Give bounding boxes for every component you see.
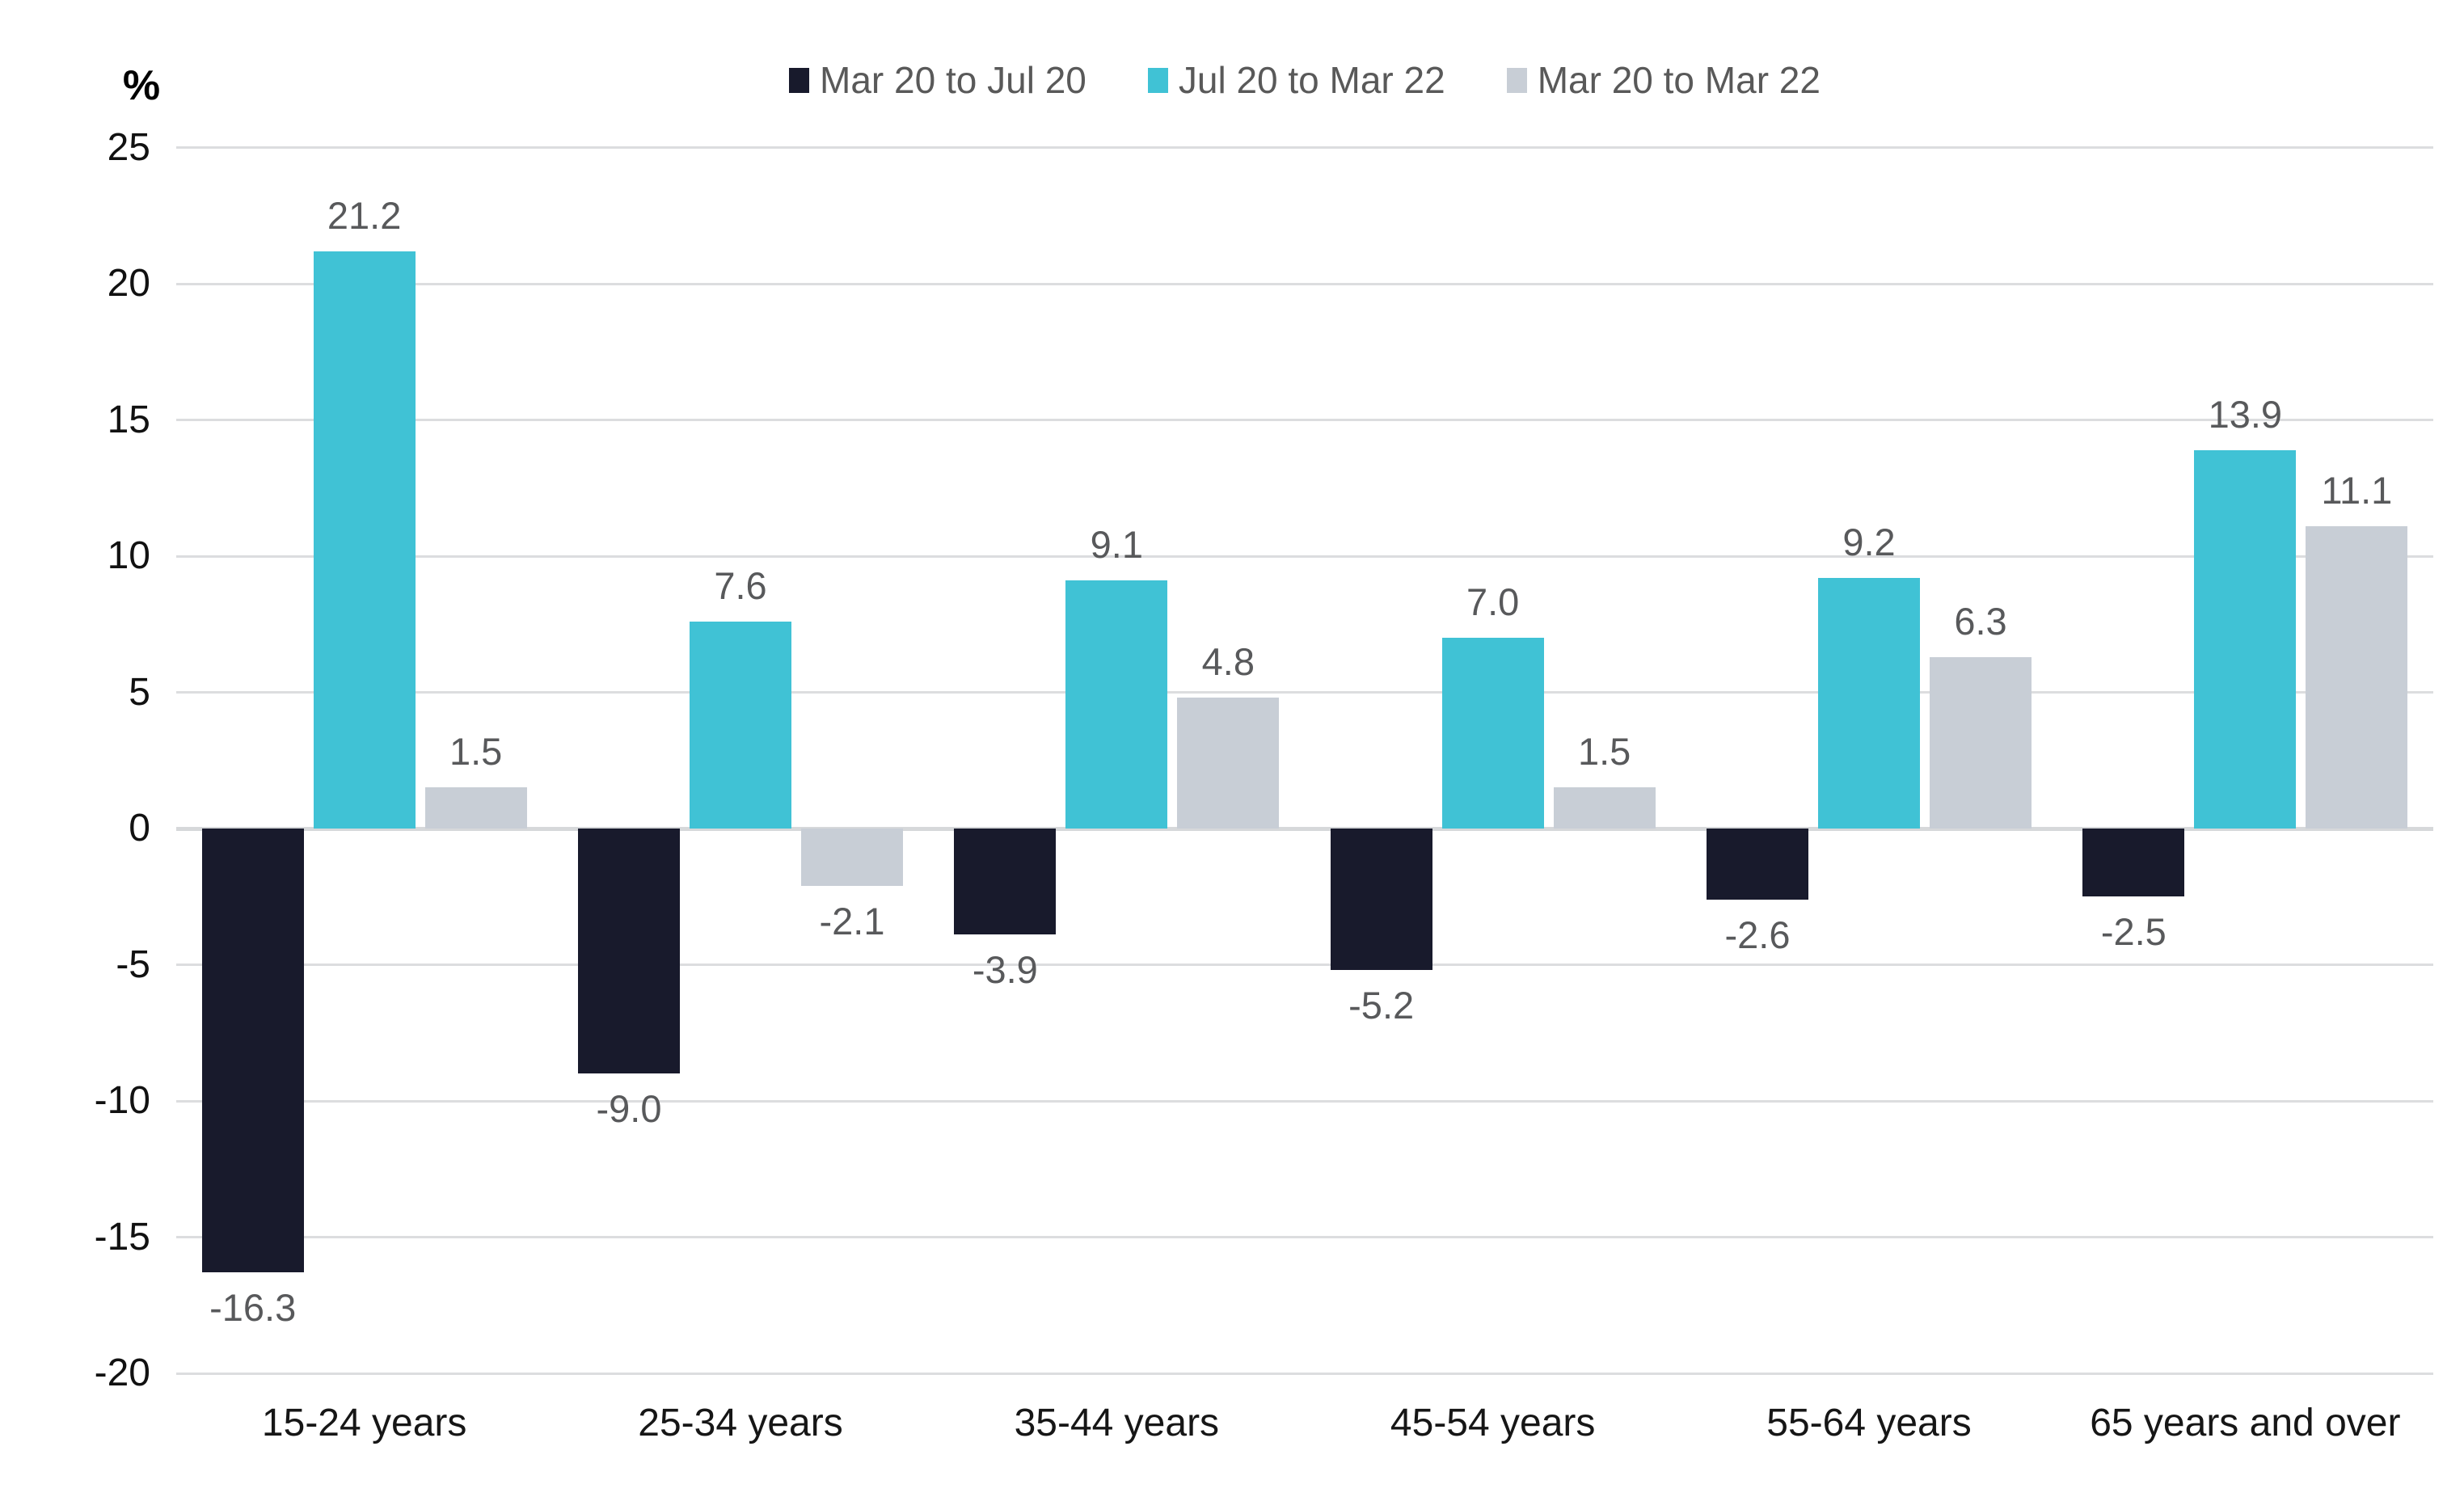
bar-value-label: -2.1 <box>819 899 885 942</box>
bar-value-label: 21.2 <box>327 193 402 237</box>
bar-value-label: 9.2 <box>1842 520 1896 563</box>
bar-value-label: -16.3 <box>209 1286 297 1330</box>
bar <box>578 829 680 1074</box>
bar-value-label: 4.8 <box>1201 640 1255 684</box>
bar <box>1330 829 1432 971</box>
y-axis-tick-label: 20 <box>107 262 150 305</box>
y-axis-tick-label: -5 <box>116 942 150 986</box>
x-axis-category-label: 65 years and over <box>2090 1402 2401 1444</box>
bar-value-label: -2.5 <box>2100 910 2167 954</box>
y-axis-tick-label: -20 <box>94 1352 150 1394</box>
y-axis-tick-label: 5 <box>129 670 150 714</box>
bar <box>1441 638 1544 829</box>
chart-legend: Mar 20 to Jul 20 Jul 20 to Mar 22 Mar 20 t… <box>176 58 2433 102</box>
y-axis-unit-label: % <box>122 62 161 109</box>
bar-value-label: -3.9 <box>972 948 1038 992</box>
zero-axis-line <box>176 826 2433 831</box>
bar-value-label: 7.6 <box>714 563 767 607</box>
bar <box>1177 698 1280 829</box>
legend-marker-icon <box>789 67 810 93</box>
bar-value-label: 1.5 <box>1577 730 1631 774</box>
y-axis-tick-label: 15 <box>107 398 150 441</box>
bar <box>2082 829 2185 897</box>
bar-value-label: 9.1 <box>1090 523 1143 567</box>
legend-label: Jul 20 to Mar 22 <box>1178 59 1445 101</box>
gridline <box>176 1099 2433 1103</box>
y-axis-tick-label: 10 <box>107 534 150 577</box>
legend-marker-icon <box>1506 67 1527 93</box>
legend-item: Mar 20 to Jul 20 <box>789 58 1086 102</box>
legend-marker-icon <box>1147 67 1168 93</box>
bar <box>313 251 416 829</box>
gridline <box>176 282 2433 285</box>
bar <box>801 829 903 886</box>
bar-value-label: -5.2 <box>1348 984 1415 1027</box>
y-axis-tick-label: -10 <box>94 1079 150 1122</box>
bar <box>1065 580 1168 829</box>
gridline <box>176 419 2433 421</box>
gridline <box>176 964 2433 966</box>
gridline <box>176 146 2433 149</box>
x-axis-category-label: 25-34 years <box>638 1402 843 1444</box>
bar <box>201 829 304 1273</box>
x-axis-category-label: 15-24 years <box>261 1402 467 1444</box>
legend-label: Mar 20 to Mar 22 <box>1537 59 1821 101</box>
bar-value-label: 11.1 <box>2321 468 2393 512</box>
bar <box>2194 449 2297 829</box>
bar <box>954 829 1057 935</box>
bar <box>1930 656 2032 829</box>
bar-value-label: 7.0 <box>1466 580 1520 624</box>
bar <box>424 787 527 829</box>
gridline <box>176 691 2433 694</box>
gridline <box>176 1372 2433 1375</box>
x-axis-category-label: 55-64 years <box>1766 1402 1972 1444</box>
bar-value-label: -2.6 <box>1724 913 1791 956</box>
bar <box>690 621 791 829</box>
legend-item: Mar 20 to Mar 22 <box>1506 58 1821 102</box>
x-axis-category-label: 35-44 years <box>1014 1402 1220 1444</box>
legend-label: Mar 20 to Jul 20 <box>820 59 1086 101</box>
y-axis-tick-label: 25 <box>107 125 150 169</box>
gridline <box>176 1236 2433 1238</box>
y-axis-tick-label: 0 <box>129 807 150 850</box>
bar <box>1553 787 1656 829</box>
bar-value-label: 1.5 <box>449 730 503 774</box>
gridline <box>176 555 2433 558</box>
y-axis-tick-label: -15 <box>94 1215 150 1259</box>
bar-value-label: -9.0 <box>596 1087 662 1131</box>
bar <box>2306 525 2408 829</box>
bar-value-label: 6.3 <box>1954 599 2007 643</box>
bar <box>1818 577 1920 829</box>
x-axis-category-label: 45-54 years <box>1390 1402 1596 1444</box>
bar-value-label: 13.9 <box>2208 392 2283 436</box>
legend-item: Jul 20 to Mar 22 <box>1147 58 1445 102</box>
bar <box>1707 829 1808 900</box>
